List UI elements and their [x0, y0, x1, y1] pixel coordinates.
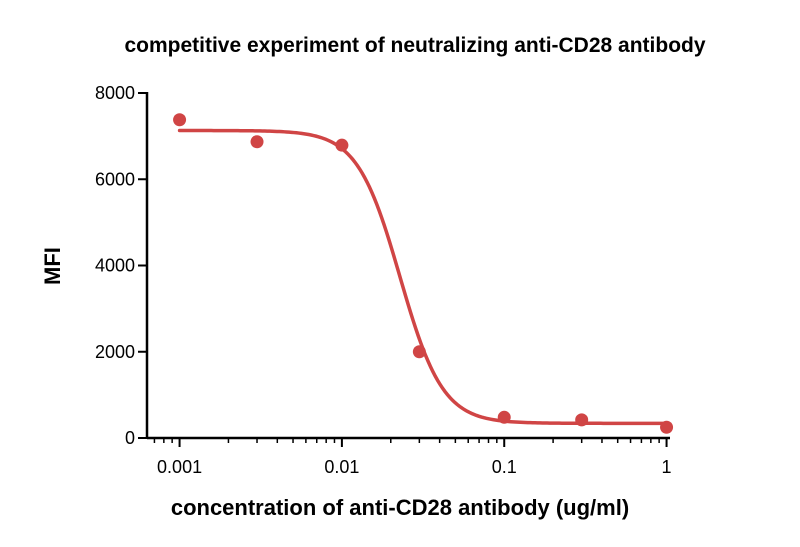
y-axis-label: MFI [40, 247, 65, 285]
data-point [660, 420, 674, 434]
x-axis-label: concentration of anti-CD28 antibody (ug/… [171, 495, 629, 520]
x-tick-label: 0.001 [157, 457, 202, 477]
y-tick-label: 2000 [95, 342, 135, 362]
axes [145, 92, 670, 440]
ticks: 0 2000 4000 6000 8000 0.001 0.01 0.1 1 [95, 83, 672, 477]
data-point [412, 345, 426, 359]
fit-curve-group [177, 128, 669, 426]
data-points [173, 113, 674, 434]
data-point [575, 413, 589, 427]
fit-curve [177, 128, 669, 426]
data-point [497, 410, 511, 424]
data-point [335, 138, 349, 152]
x-tick-label: 0.1 [492, 457, 517, 477]
y-tick-label: 8000 [95, 83, 135, 103]
x-tick-label: 0.01 [324, 457, 359, 477]
data-point [250, 135, 264, 149]
y-tick-label: 4000 [95, 256, 135, 276]
y-tick-label: 0 [125, 428, 135, 448]
data-point [173, 113, 187, 127]
chart-title: competitive experiment of neutralizing a… [124, 34, 705, 57]
x-tick-label: 1 [662, 457, 672, 477]
y-tick-label: 6000 [95, 169, 135, 189]
